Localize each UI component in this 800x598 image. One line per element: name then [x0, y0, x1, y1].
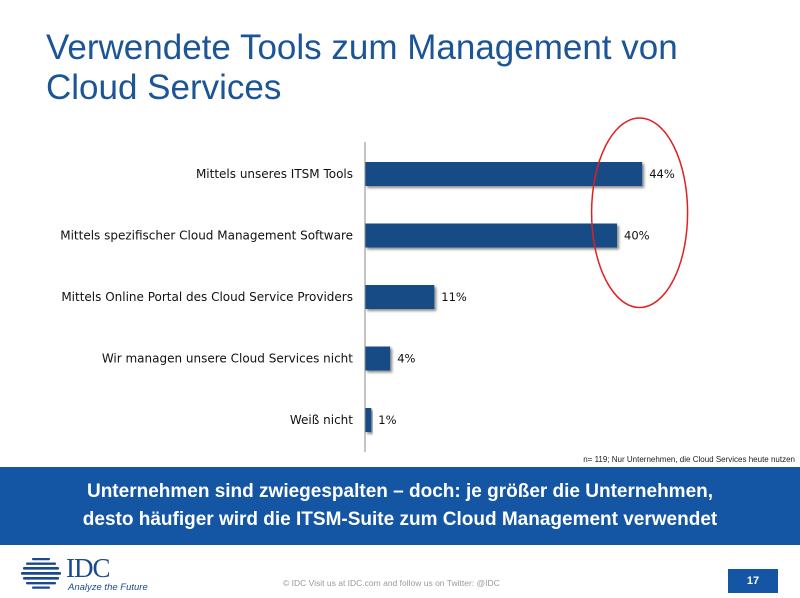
value-label: 4%	[397, 352, 415, 366]
bar	[365, 223, 617, 248]
banner-line-1: Unternehmen sind zwiegespalten – doch: j…	[86, 481, 714, 502]
value-label: 11%	[441, 290, 467, 304]
logo-wordmark: IDC	[66, 553, 110, 583]
category-label: Wir managen unsere Cloud Services nicht	[102, 352, 353, 366]
value-label: 44%	[649, 167, 675, 181]
page-number: 17	[728, 569, 778, 593]
key-message-banner: Unternehmen sind zwiegespalten – doch: j…	[0, 467, 800, 545]
sample-footnote: n= 119; Nur Unternehmen, die Cloud Servi…	[583, 455, 795, 464]
bar	[365, 346, 391, 371]
value-label: 40%	[624, 229, 650, 243]
banner-line-2: desto häufiger wird die ITSM-Suite zum C…	[82, 509, 718, 530]
copyright-notice: © IDC Visit us at IDC.com and follow us …	[283, 578, 500, 588]
highlight-circle	[590, 117, 689, 309]
bar-chart: Mittels unseres ITSM Tools 44% Mittels spe…	[60, 117, 689, 452]
logo-tagline: Analyze the Future	[68, 582, 148, 593]
value-label: 1%	[378, 413, 396, 427]
globe-icon	[21, 558, 61, 589]
category-label: Weiß nicht	[290, 413, 353, 427]
idc-logo: IDC Analyze the Future	[18, 553, 148, 595]
slide-title: Verwendete Tools zum Management von Clou…	[46, 28, 678, 107]
category-label: Mittels spezifischer Cloud Management So…	[60, 229, 353, 243]
category-label: Mittels Online Portal des Cloud Service …	[61, 290, 353, 304]
bar	[365, 408, 372, 432]
category-label: Mittels unseres ITSM Tools	[196, 167, 353, 181]
bar	[365, 285, 435, 309]
bar	[365, 162, 643, 186]
